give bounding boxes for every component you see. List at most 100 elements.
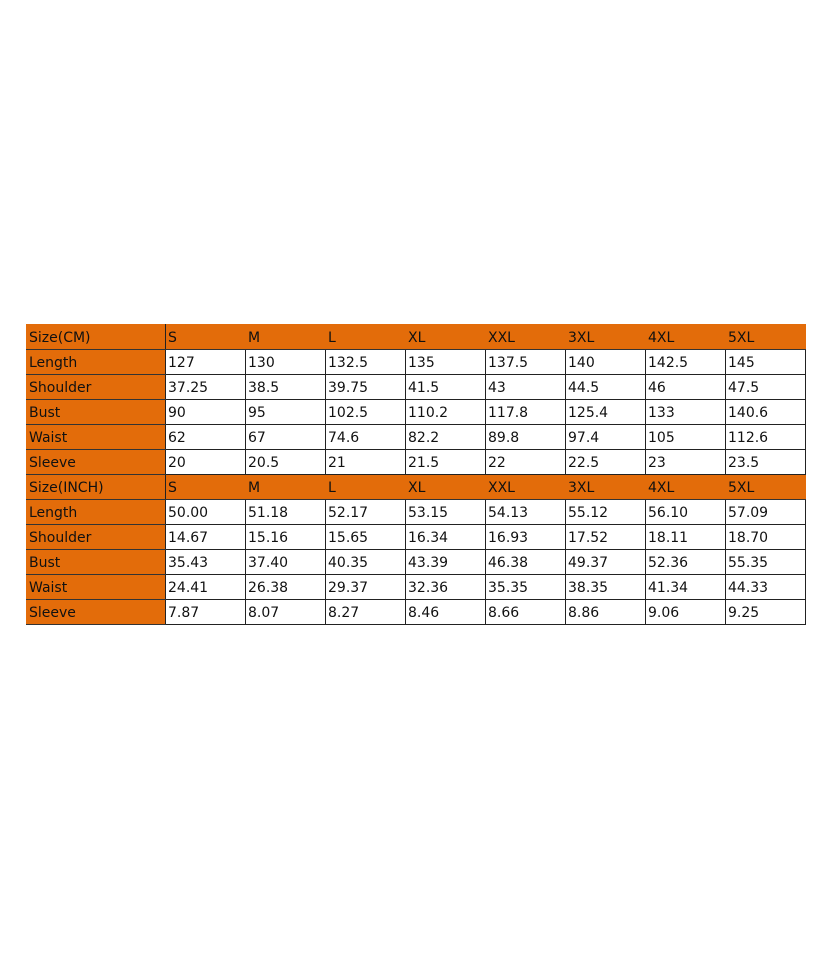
value-cell: 55.12	[565, 499, 646, 525]
measure-label: Sleeve	[26, 449, 166, 475]
value-cell: 26.38	[245, 574, 326, 600]
value-cell: 50.00	[165, 499, 246, 525]
value-cell: 135	[405, 349, 486, 375]
size-label: XL	[405, 324, 486, 350]
value-cell: 44.5	[565, 374, 646, 400]
data-row: Waist 62 67 74.6 82.2 89.8 97.4 105 112.6	[26, 424, 806, 450]
value-cell: 140	[565, 349, 646, 375]
value-cell: 16.93	[485, 524, 566, 550]
value-cell: 35.35	[485, 574, 566, 600]
value-cell: 112.6	[725, 424, 806, 450]
data-row: Length 127 130 132.5 135 137.5 140 142.5 145	[26, 349, 806, 375]
size-label: 3XL	[565, 474, 646, 500]
value-cell: 132.5	[325, 349, 406, 375]
data-row: Sleeve 20 20.5 21 21.5 22 22.5 23 23.5	[26, 449, 806, 475]
value-cell: 52.36	[645, 549, 726, 575]
value-cell: 35.43	[165, 549, 246, 575]
size-label: XL	[405, 474, 486, 500]
value-cell: 49.37	[565, 549, 646, 575]
data-row: Length 50.00 51.18 52.17 53.15 54.13 55.12 56.1…	[26, 499, 806, 525]
value-cell: 90	[165, 399, 246, 425]
size-label: 4XL	[645, 474, 726, 500]
value-cell: 95	[245, 399, 326, 425]
value-cell: 29.37	[325, 574, 406, 600]
size-label: 4XL	[645, 324, 726, 350]
data-row: Waist 24.41 26.38 29.37 32.36 35.35 38.35 41.34…	[26, 574, 806, 600]
value-cell: 47.5	[725, 374, 806, 400]
value-cell: 117.8	[485, 399, 566, 425]
size-label: L	[325, 324, 406, 350]
value-cell: 23.5	[725, 449, 806, 475]
size-label: L	[325, 474, 406, 500]
value-cell: 18.11	[645, 524, 726, 550]
value-cell: 127	[165, 349, 246, 375]
value-cell: 145	[725, 349, 806, 375]
value-cell: 43	[485, 374, 566, 400]
value-cell: 15.65	[325, 524, 406, 550]
value-cell: 39.75	[325, 374, 406, 400]
value-cell: 16.34	[405, 524, 486, 550]
size-label: 5XL	[725, 324, 806, 350]
value-cell: 110.2	[405, 399, 486, 425]
data-row: Bust 90 95 102.5 110.2 117.8 125.4 133 140.6	[26, 399, 806, 425]
value-cell: 9.06	[645, 599, 726, 625]
value-cell: 21.5	[405, 449, 486, 475]
value-cell: 20.5	[245, 449, 326, 475]
value-cell: 41.34	[645, 574, 726, 600]
value-cell: 7.87	[165, 599, 246, 625]
value-cell: 82.2	[405, 424, 486, 450]
size-label: 3XL	[565, 324, 646, 350]
header-row: Size(INCH) S M L XL XXL 3XL 4XL 5XL	[26, 474, 806, 500]
measure-label: Waist	[26, 574, 166, 600]
value-cell: 40.35	[325, 549, 406, 575]
value-cell: 46	[645, 374, 726, 400]
value-cell: 8.07	[245, 599, 326, 625]
value-cell: 67	[245, 424, 326, 450]
value-cell: 46.38	[485, 549, 566, 575]
measure-label: Shoulder	[26, 524, 166, 550]
value-cell: 130	[245, 349, 326, 375]
value-cell: 89.8	[485, 424, 566, 450]
unit-label: Size(CM)	[26, 324, 166, 350]
value-cell: 41.5	[405, 374, 486, 400]
value-cell: 52.17	[325, 499, 406, 525]
value-cell: 56.10	[645, 499, 726, 525]
value-cell: 51.18	[245, 499, 326, 525]
measure-label: Length	[26, 499, 166, 525]
measure-label: Shoulder	[26, 374, 166, 400]
value-cell: 142.5	[645, 349, 726, 375]
value-cell: 55.35	[725, 549, 806, 575]
size-label: M	[245, 324, 326, 350]
data-row: Shoulder 14.67 15.16 15.65 16.34 16.93 17.52 18…	[26, 524, 806, 550]
value-cell: 8.86	[565, 599, 646, 625]
value-cell: 54.13	[485, 499, 566, 525]
value-cell: 140.6	[725, 399, 806, 425]
value-cell: 17.52	[565, 524, 646, 550]
value-cell: 137.5	[485, 349, 566, 375]
value-cell: 97.4	[565, 424, 646, 450]
value-cell: 74.6	[325, 424, 406, 450]
data-row: Sleeve 7.87 8.07 8.27 8.46 8.66 8.86 9.06 9.25	[26, 599, 806, 625]
value-cell: 53.15	[405, 499, 486, 525]
data-row: Bust 35.43 37.40 40.35 43.39 46.38 49.37 52.36 5…	[26, 549, 806, 575]
size-chart: Size(CM) S M L XL XXL 3XL 4XL 5XL Length 127 130 132…	[26, 324, 806, 625]
value-cell: 21	[325, 449, 406, 475]
measure-label: Bust	[26, 399, 166, 425]
size-table: Size(CM) S M L XL XXL 3XL 4XL 5XL Length 127 130 132…	[26, 324, 806, 625]
value-cell: 8.46	[405, 599, 486, 625]
value-cell: 43.39	[405, 549, 486, 575]
size-label: 5XL	[725, 474, 806, 500]
measure-label: Waist	[26, 424, 166, 450]
measure-label: Sleeve	[26, 599, 166, 625]
value-cell: 102.5	[325, 399, 406, 425]
value-cell: 38.35	[565, 574, 646, 600]
value-cell: 24.41	[165, 574, 246, 600]
measure-label: Bust	[26, 549, 166, 575]
value-cell: 38.5	[245, 374, 326, 400]
value-cell: 125.4	[565, 399, 646, 425]
value-cell: 105	[645, 424, 726, 450]
value-cell: 32.36	[405, 574, 486, 600]
size-label: XXL	[485, 324, 566, 350]
size-label: XXL	[485, 474, 566, 500]
